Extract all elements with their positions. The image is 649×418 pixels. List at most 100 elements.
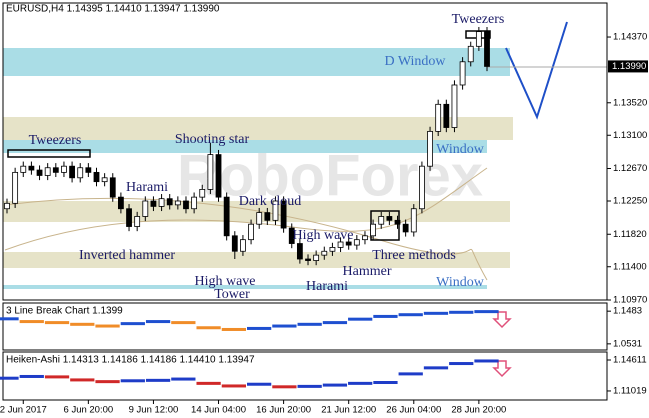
candle-body [183, 200, 189, 210]
chart-title: EURUSD,H4 1.14395 1.14410 1.13947 1.1399… [6, 4, 220, 15]
line-break-panel [2, 302, 608, 351]
candle-body [240, 239, 246, 252]
annotation: Dark cloud [239, 194, 302, 209]
x-tick-label: 16 Jun 20:00 [256, 405, 311, 416]
candle-body [199, 188, 206, 198]
y-tick-label: 1.11019 [613, 385, 647, 396]
candle-body [158, 198, 165, 207]
annotation: High wave [292, 228, 353, 243]
candle-body [117, 196, 124, 210]
y-tick-label: 1.13100 [613, 130, 647, 141]
candle-body [459, 61, 466, 86]
bar [171, 377, 196, 381]
candle-body [20, 165, 27, 173]
bar [423, 311, 449, 315]
bar [449, 362, 474, 366]
bar [19, 320, 44, 324]
candle-body [272, 200, 279, 221]
candle-body [4, 202, 10, 210]
bar [297, 384, 322, 388]
candle-body [386, 216, 393, 221]
bar [474, 310, 499, 314]
annotation: Inverted hammer [79, 248, 175, 263]
zone [3, 252, 510, 268]
candle-body [378, 216, 385, 225]
y-tick-label: 1.11820 [613, 229, 647, 240]
x-tick-label: 21 Jun 12:00 [321, 405, 376, 416]
candle-body [484, 31, 490, 67]
y-tick-label: 1.10970 [613, 295, 647, 306]
bar [398, 313, 423, 317]
candle-body [362, 235, 368, 241]
candle-body [394, 219, 401, 225]
candle-body [475, 31, 482, 47]
zone [3, 117, 513, 140]
candle-body [467, 45, 474, 63]
bar [19, 374, 44, 378]
panel-title: 3 Line Break Chart 1.1399 [6, 306, 123, 317]
bar [247, 326, 272, 330]
y-tick-label: 1.11400 [613, 261, 647, 272]
y-tick-label: 1.0531 [613, 338, 642, 349]
bar [322, 383, 348, 387]
bar [44, 321, 70, 325]
bar [95, 324, 120, 328]
bar [297, 322, 322, 326]
candle-body [101, 177, 108, 183]
candle-body [370, 223, 377, 237]
forecast-line [505, 21, 568, 120]
zone [3, 140, 487, 153]
bar [449, 310, 474, 314]
candle-body [435, 103, 442, 132]
candle-body [296, 243, 303, 260]
candle-body [410, 208, 417, 233]
candle-body [166, 198, 173, 206]
candle-body [12, 171, 19, 204]
bar [0, 317, 19, 321]
candle-body [280, 200, 287, 229]
candle-body [337, 241, 344, 248]
candle-body [264, 212, 271, 221]
bar [145, 320, 171, 324]
candle-body [313, 254, 320, 261]
candle-body [77, 167, 84, 179]
annotation: Tweezers [452, 12, 505, 27]
bar [272, 385, 297, 389]
bar [171, 321, 196, 325]
y-tick-label: 1.14611 [613, 355, 647, 366]
annotation: Window [436, 275, 485, 290]
candle-body [174, 200, 181, 206]
bar [196, 381, 221, 385]
annotation: Tower [214, 287, 250, 302]
bar [373, 381, 398, 385]
annotation: Window [436, 142, 485, 157]
bar [120, 322, 145, 326]
annotation: D Window [384, 54, 446, 69]
candle-body [231, 235, 238, 252]
arrow [492, 360, 512, 378]
bar [221, 384, 246, 388]
annotation: Shooting star [175, 132, 250, 147]
heiken-ashi-panel [2, 351, 608, 401]
y-tick-label: 1.1483 [613, 306, 642, 317]
candle-body [345, 241, 352, 246]
bar [272, 324, 297, 328]
bar [145, 378, 171, 382]
zone [3, 48, 510, 76]
price-label: 1.13990 [612, 61, 646, 72]
y-tick-label: 1.14370 [613, 32, 647, 43]
candle-body [191, 196, 198, 210]
annotation: Harami [306, 279, 348, 294]
bar [247, 382, 272, 386]
bar [120, 379, 145, 383]
candle-body [427, 130, 433, 167]
annotation: Tweezers [29, 133, 82, 148]
annotation: Hammer [343, 264, 392, 279]
candle-body [419, 165, 425, 210]
candle-body [305, 258, 311, 261]
candle-body [142, 200, 149, 217]
bar [348, 317, 373, 321]
main-panel [2, 2, 608, 301]
x-tick-label: 28 Jun 20:00 [451, 405, 506, 416]
